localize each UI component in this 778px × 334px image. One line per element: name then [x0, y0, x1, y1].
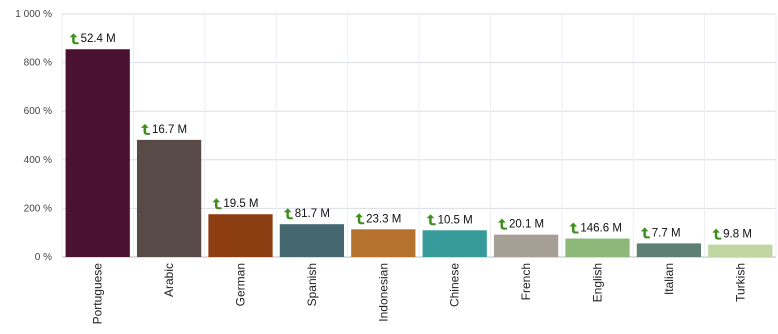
data-label: 16.7 M	[152, 124, 187, 136]
y-tick-label: 400 %	[24, 155, 52, 166]
up-arrow-icon	[212, 198, 222, 210]
up-arrow-icon	[712, 228, 722, 240]
up-arrow-icon	[640, 227, 650, 239]
bar-italian[interactable]	[636, 243, 702, 257]
data-label: 10.5 M	[438, 214, 473, 226]
y-axis-tick-labels: 0 % 200 % 400 % 600 % 800 % 1 000 %	[15, 9, 52, 263]
up-arrow-icon	[569, 222, 579, 234]
category-label: English	[591, 263, 605, 302]
bar-arabic[interactable]	[136, 139, 202, 257]
category-label: Italian	[662, 263, 676, 295]
category-label: Turkish	[733, 263, 747, 302]
y-tick-label: 200 %	[24, 203, 52, 214]
data-label: 19.5 M	[223, 198, 258, 210]
bar-french[interactable]	[493, 234, 559, 257]
bar-portuguese[interactable]	[65, 49, 130, 257]
data-label: 20.1 M	[509, 219, 544, 231]
data-label: 52.4 M	[81, 33, 116, 45]
data-label: 81.7 M	[295, 208, 330, 220]
y-tick-label: 1 000 %	[15, 9, 52, 20]
up-arrow-icon	[283, 208, 293, 220]
up-arrow-icon	[140, 123, 151, 135]
up-arrow-icon	[355, 213, 365, 225]
bar-chinese[interactable]	[422, 230, 487, 257]
y-tick-label: 800 %	[24, 58, 52, 69]
category-label: German	[234, 263, 248, 306]
category-label: Indonesian	[376, 263, 390, 322]
category-label: Portuguese	[91, 263, 105, 325]
data-labels: 52.4 M 16.7 M 19.5 M 81.7 M 23.3 M 10.5 M 20.1…	[69, 33, 752, 241]
bar-indonesian[interactable]	[351, 229, 416, 257]
up-arrow-icon	[426, 214, 436, 226]
bar-turkish[interactable]	[708, 244, 773, 257]
bar-english[interactable]	[565, 238, 630, 257]
y-tick-label: 0 %	[35, 252, 52, 263]
data-label: 7.7 M	[652, 227, 681, 239]
y-tick-label: 600 %	[24, 106, 52, 117]
category-label: Spanish	[305, 263, 319, 306]
bar-german[interactable]	[208, 214, 273, 257]
data-label: 23.3 M	[366, 213, 401, 225]
category-label: French	[519, 263, 533, 300]
up-arrow-icon	[497, 218, 508, 230]
bars	[65, 49, 773, 257]
category-label: Arabic	[162, 263, 176, 297]
data-label: 9.8 M	[723, 229, 752, 241]
category-labels: Portuguese Arabic German Spanish Indonesian C…	[91, 263, 748, 325]
up-arrow-icon	[69, 33, 79, 45]
data-label: 146.6 M	[580, 223, 622, 235]
category-label: Chinese	[448, 263, 462, 307]
bar-spanish[interactable]	[279, 224, 345, 257]
